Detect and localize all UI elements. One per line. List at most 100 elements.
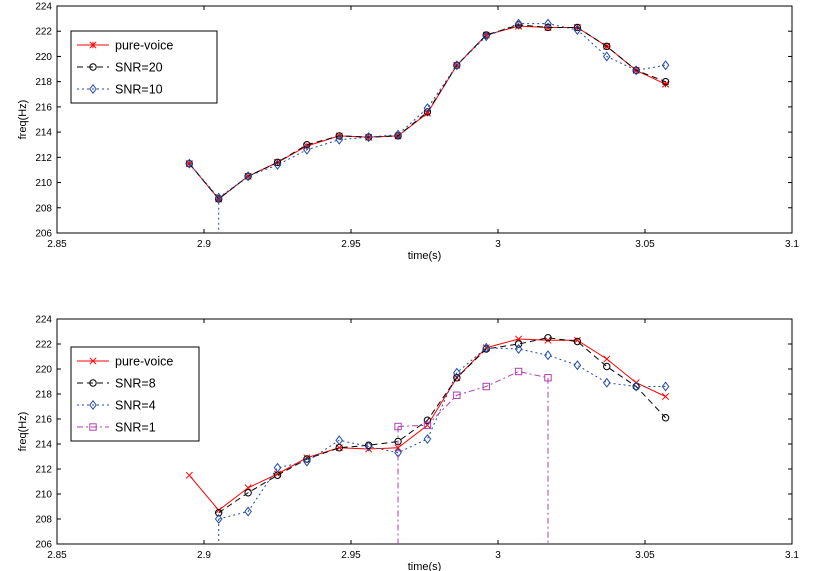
data-point <box>303 141 311 149</box>
y-tick-label: 208 <box>35 515 52 526</box>
data-point <box>214 513 223 525</box>
data-point <box>365 445 373 453</box>
data-point <box>573 23 582 32</box>
legend: pure-voice SNR=20 SNR=10 <box>70 30 218 104</box>
data-point <box>273 462 282 473</box>
y-tick-label: 214 <box>35 128 52 139</box>
data-point <box>482 31 490 39</box>
data-point <box>482 31 491 42</box>
data-point <box>273 470 282 478</box>
x-tick-label: 2.9 <box>197 239 211 250</box>
x-tick-label: 2.95 <box>341 239 361 250</box>
y-tick-label: 222 <box>35 340 52 351</box>
data-point <box>423 421 432 429</box>
data-point <box>364 441 373 452</box>
legend-label: SNR=10 <box>115 83 163 97</box>
data-point <box>661 381 670 392</box>
y-tick-label: 218 <box>35 390 52 401</box>
legend-marker <box>89 357 97 365</box>
data-point <box>632 381 641 392</box>
x-tick-label: 3 <box>495 550 501 561</box>
chart-bottom: 206 208 210 212 214 216 218 220 222 224 2.85 2.9 2.9… <box>17 315 799 571</box>
data-point <box>603 42 611 51</box>
legend-label: pure-voice <box>115 39 173 53</box>
data-point <box>544 23 552 32</box>
x-tick-label: 3.05 <box>635 550 655 561</box>
data-point <box>602 51 611 62</box>
y-tick-label: 214 <box>35 440 52 451</box>
data-point <box>632 65 641 76</box>
data-point <box>215 506 223 514</box>
y-axis-label: freq(Hz) <box>17 412 29 452</box>
data-point <box>303 144 311 155</box>
data-point <box>453 60 461 71</box>
data-point <box>185 158 194 169</box>
legend-label: pure-voice <box>115 355 173 369</box>
legend-marker <box>89 423 97 431</box>
legend: pure-voice SNR=8 SNR=4 SNR=1 <box>70 346 200 442</box>
y-tick-label: 206 <box>35 229 52 240</box>
legend-marker <box>89 379 97 387</box>
y-axis-label: freq(Hz) <box>17 100 29 140</box>
data-point <box>453 391 461 399</box>
chart-top: 206 208 210 212 214 216 218 220 222 224 2.85 2.9 2.9… <box>17 2 799 263</box>
data-point <box>482 342 491 353</box>
series-SNR=8 <box>215 334 670 517</box>
data-point <box>423 108 432 116</box>
data-point <box>303 455 311 463</box>
data-point <box>394 422 402 431</box>
y-tick-label: 218 <box>35 77 52 88</box>
data-point <box>514 340 523 348</box>
series-SNR=4 <box>214 342 670 544</box>
data-point <box>603 355 611 363</box>
data-point <box>514 18 523 29</box>
series-line <box>218 337 666 514</box>
legend-marker <box>89 399 97 411</box>
legend-label: SNR=8 <box>115 377 156 391</box>
x-tick-label: 2.85 <box>47 239 67 250</box>
x-tick-label: 2.95 <box>341 550 361 561</box>
legend-label: SNR=20 <box>115 61 163 75</box>
x-tick-label: 3.05 <box>635 239 655 250</box>
data-point <box>423 103 432 114</box>
series-line <box>398 370 549 427</box>
data-point <box>573 360 582 371</box>
y-tick-label: 212 <box>35 465 52 476</box>
data-point <box>453 374 461 382</box>
series-SNR=10 <box>185 18 670 233</box>
data-point <box>273 159 282 170</box>
data-point <box>185 471 193 479</box>
data-point <box>514 343 523 355</box>
y-tick-label: 210 <box>35 490 52 501</box>
y-tick-label: 220 <box>35 365 52 376</box>
y-tick-label: 216 <box>35 102 52 113</box>
y-tick-label: 212 <box>35 153 52 164</box>
data-point <box>423 416 432 424</box>
data-point <box>544 350 552 361</box>
data-point <box>335 132 343 140</box>
y-tick-label: 220 <box>35 52 52 63</box>
y-tick-label: 222 <box>35 27 52 38</box>
data-point <box>602 377 611 388</box>
x-tick-label: 3.1 <box>785 239 799 250</box>
data-point <box>662 80 670 88</box>
data-point <box>514 367 523 376</box>
data-point <box>544 18 552 29</box>
data-point <box>364 132 373 143</box>
legend-label: SNR=4 <box>115 399 156 413</box>
data-point <box>394 129 402 140</box>
x-tick-label: 2.85 <box>47 550 67 561</box>
data-point <box>423 433 432 445</box>
data-point <box>453 367 461 378</box>
data-point <box>544 374 552 382</box>
data-point <box>515 22 523 30</box>
y-tick-label: 206 <box>35 540 52 551</box>
data-point <box>573 336 581 344</box>
legend-marker <box>89 83 97 95</box>
data-point <box>603 362 611 371</box>
data-point <box>244 171 252 182</box>
series-SNR=1 <box>394 367 552 544</box>
legend-marker <box>89 41 97 49</box>
x-tick-label: 3.1 <box>785 550 799 561</box>
